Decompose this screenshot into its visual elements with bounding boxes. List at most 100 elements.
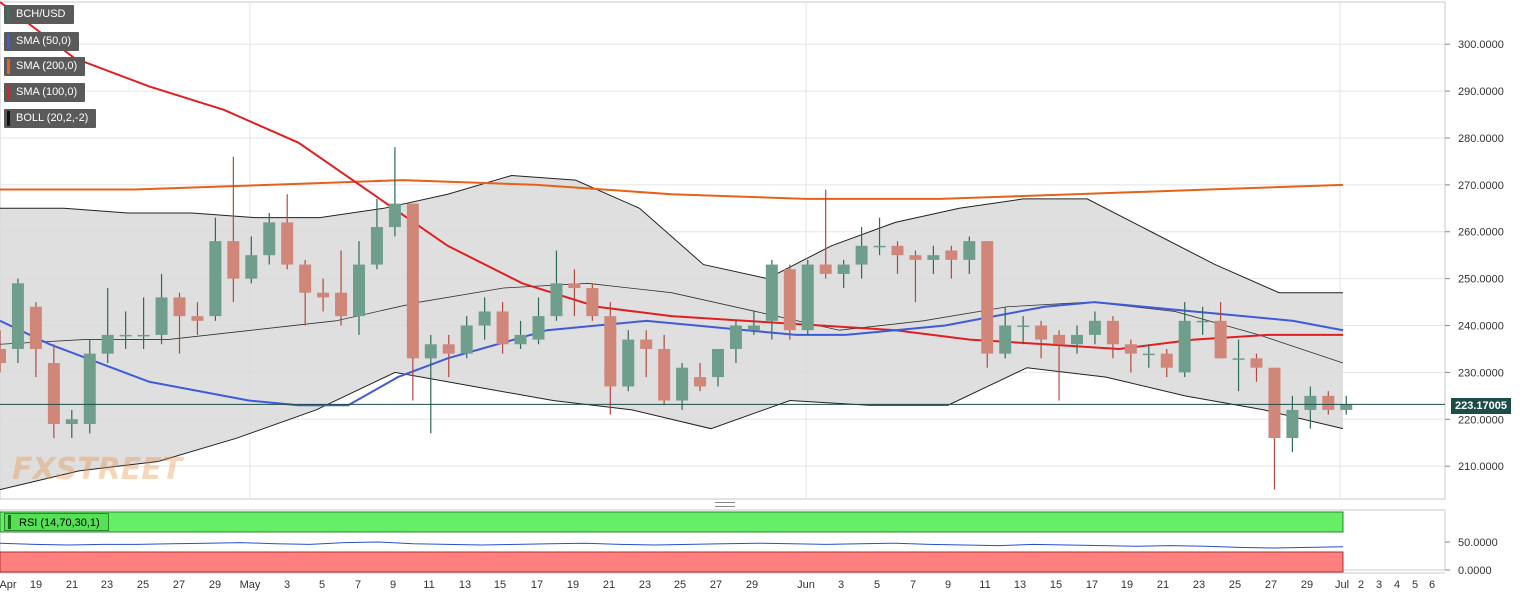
candle-body <box>676 367 689 401</box>
legend-boll[interactable]: BOLL (20,2,-2) <box>4 109 97 128</box>
y-tick-label: 210.0000 <box>1458 461 1504 473</box>
candle-body <box>981 241 994 354</box>
candle-body <box>622 339 635 387</box>
x-tick-label: 17 <box>1086 579 1098 591</box>
legend-swatch <box>7 85 10 100</box>
x-tick-label: 29 <box>1301 579 1313 591</box>
x-tick-label: 15 <box>1050 579 1062 591</box>
candle-body <box>1304 395 1317 410</box>
legend-swatch <box>7 59 10 74</box>
y-tick-label: 250.0000 <box>1458 274 1504 286</box>
candle-body <box>945 250 958 260</box>
candle-body <box>227 241 240 279</box>
x-tick-label: 13 <box>1014 579 1026 591</box>
rsi-oversold-zone <box>0 551 1344 573</box>
candle-body <box>1017 325 1030 328</box>
candle-body <box>191 316 204 321</box>
x-tick-label: May <box>240 579 261 591</box>
candle-body <box>1124 344 1137 354</box>
x-tick-label: 19 <box>567 579 579 591</box>
candle-body <box>442 344 455 354</box>
x-tick-label: 19 <box>30 579 42 591</box>
candle-body <box>568 283 581 289</box>
candle-body <box>1071 334 1083 345</box>
candle-body <box>424 344 437 359</box>
legend-rsi[interactable]: RSI (14,70,30,1) <box>4 513 109 531</box>
x-tick-label: 21 <box>1157 579 1169 591</box>
x-tick-label: 17 <box>531 579 543 591</box>
candle-body <box>1286 409 1299 439</box>
candle-body <box>1106 320 1119 345</box>
x-tick-label: 3 <box>284 579 290 591</box>
candle-body <box>855 245 868 265</box>
y-tick-label: 290.0000 <box>1458 86 1504 98</box>
pane-resize-handle[interactable] <box>715 502 735 507</box>
candle-body <box>747 325 760 331</box>
x-tick-label: 4 <box>1394 579 1400 591</box>
x-tick-label: 29 <box>209 579 221 591</box>
candle-body <box>909 255 922 260</box>
legend-bchusd[interactable]: BCH/USD <box>4 5 74 24</box>
x-tick-label: 25 <box>674 579 686 591</box>
last-price-flag: 223.17005 <box>1451 398 1511 414</box>
legend-sma200[interactable]: SMA (200,0) <box>4 57 86 76</box>
candle-body <box>1035 325 1048 340</box>
legend-sma50[interactable]: SMA (50,0) <box>4 32 80 51</box>
legend-sma100[interactable]: SMA (100,0) <box>4 83 86 102</box>
candle-body <box>137 334 150 337</box>
x-tick-label: 9 <box>945 579 951 591</box>
legend-swatch <box>8 515 11 529</box>
legend-swatch <box>7 7 10 22</box>
x-tick-label: 6 <box>1429 579 1435 591</box>
x-tick-label: 23 <box>1193 579 1205 591</box>
sma200-line <box>0 179 1344 200</box>
candle-body <box>460 325 473 354</box>
candle-body <box>1088 320 1101 335</box>
x-tick-label: 19 <box>1121 579 1133 591</box>
candle-body <box>0 348 6 364</box>
rsi-line <box>0 541 1344 549</box>
candle-body <box>263 222 276 256</box>
candle-body <box>11 283 24 349</box>
candle-body <box>712 348 724 378</box>
candle-body <box>694 377 707 387</box>
y-tick-label: 280.0000 <box>1458 133 1504 145</box>
rsi-y-tick-label: 50.0000 <box>1458 537 1498 549</box>
candle-body <box>550 283 563 317</box>
x-tick-label: 5 <box>319 579 325 591</box>
legend-label-bchusd: BCH/USD <box>16 8 66 20</box>
legend-label-sma200: SMA (200,0) <box>16 60 78 72</box>
candle-body <box>335 292 348 317</box>
candle-body <box>1178 320 1191 373</box>
x-tick-label: 11 <box>423 579 434 591</box>
candle-body <box>1214 320 1227 359</box>
candle-body <box>119 334 132 337</box>
candle-body <box>83 353 96 424</box>
candle-body <box>999 325 1012 354</box>
candle-body <box>478 311 491 326</box>
candle-body <box>496 311 509 345</box>
candle-body <box>927 255 940 260</box>
x-tick-label: 9 <box>390 579 396 591</box>
x-tick-label: 29 <box>746 579 758 591</box>
rsi-y-tick-label: 0.0000 <box>1458 565 1492 577</box>
x-tick-label: Jun <box>797 579 815 591</box>
x-tick-label: 21 <box>66 579 78 591</box>
y-tick-label: 240.0000 <box>1458 321 1504 333</box>
x-tick-label: 13 <box>459 579 471 591</box>
x-tick-label: 7 <box>910 579 916 591</box>
x-tick-label: 7 <box>355 579 361 591</box>
candle-body <box>353 264 365 317</box>
legend-label-rsi: RSI (14,70,30,1) <box>19 517 100 529</box>
x-tick-label: 5 <box>874 579 880 591</box>
candle-body <box>1250 358 1263 368</box>
y-tick-label: 230.0000 <box>1458 367 1504 379</box>
candle-body <box>873 245 886 248</box>
candle-body <box>891 245 904 256</box>
candle-body <box>604 316 617 387</box>
candle-body <box>281 222 294 265</box>
candle-body <box>1340 404 1353 410</box>
x-tick-label: Apr <box>0 579 17 591</box>
legend-label-sma50: SMA (50,0) <box>16 35 72 47</box>
